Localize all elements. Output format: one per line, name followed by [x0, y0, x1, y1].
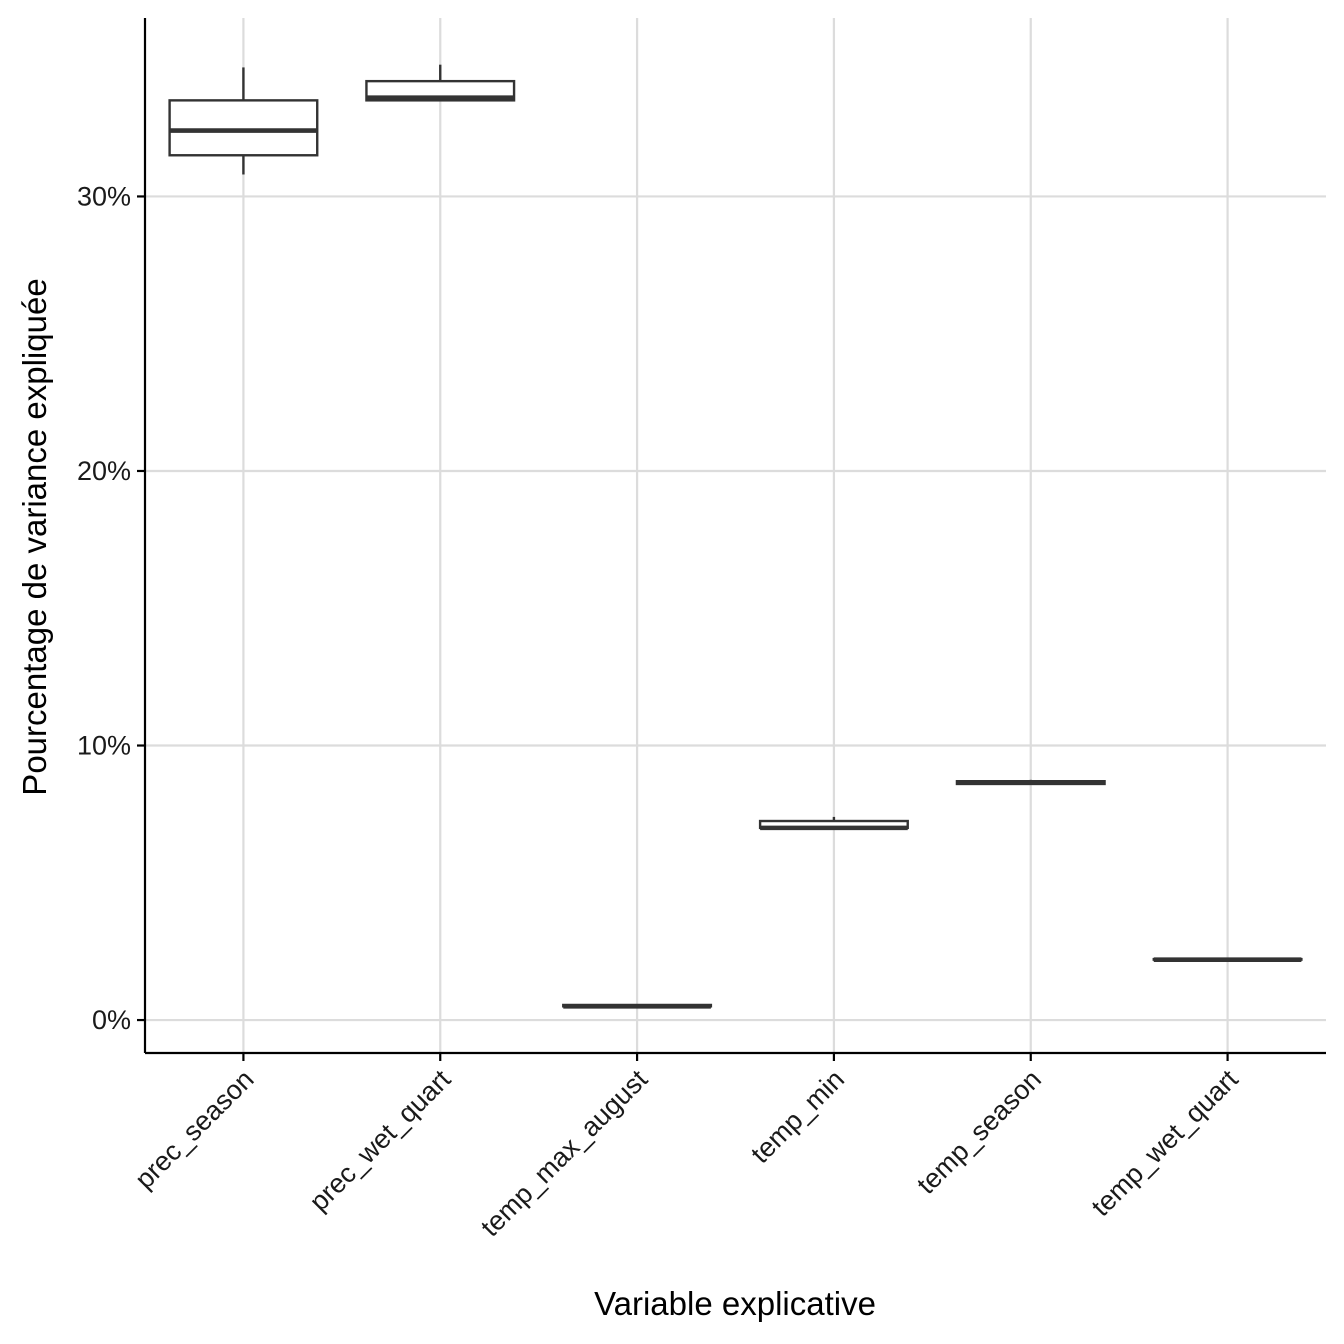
x-axis-title: Variable explicative	[594, 1285, 876, 1322]
box-layer	[168, 64, 1303, 1009]
box-prec_season	[168, 67, 319, 175]
x-tick-label: temp_wet_quart	[1086, 1064, 1244, 1222]
box-temp_min	[758, 816, 909, 831]
box-temp_max_august	[562, 1003, 713, 1009]
box-temp_wet_quart	[1152, 957, 1303, 962]
box-temp_season	[955, 779, 1106, 786]
y-tick-label: 10%	[77, 731, 131, 761]
y-tick-label: 0%	[92, 1005, 131, 1035]
axis-layer: 0%10%20%30%prec_season prec_wet_quart temp…	[77, 18, 1326, 1242]
x-tick-label: temp_season	[911, 1064, 1047, 1200]
box-prec_wet_quart	[365, 64, 516, 102]
y-tick-label: 20%	[77, 456, 131, 486]
y-tick-label: 30%	[77, 181, 131, 211]
y-axis-title: Pourcentage de variance expliquée	[16, 278, 53, 795]
x-tick-label: temp_min	[745, 1064, 850, 1169]
grid-layer	[145, 18, 1326, 1053]
x-tick-label: temp_max_august	[475, 1064, 654, 1243]
box-iqr	[168, 99, 319, 157]
x-tick-label: prec_wet_quart	[304, 1064, 457, 1217]
x-tick-label: prec_season	[129, 1064, 260, 1195]
